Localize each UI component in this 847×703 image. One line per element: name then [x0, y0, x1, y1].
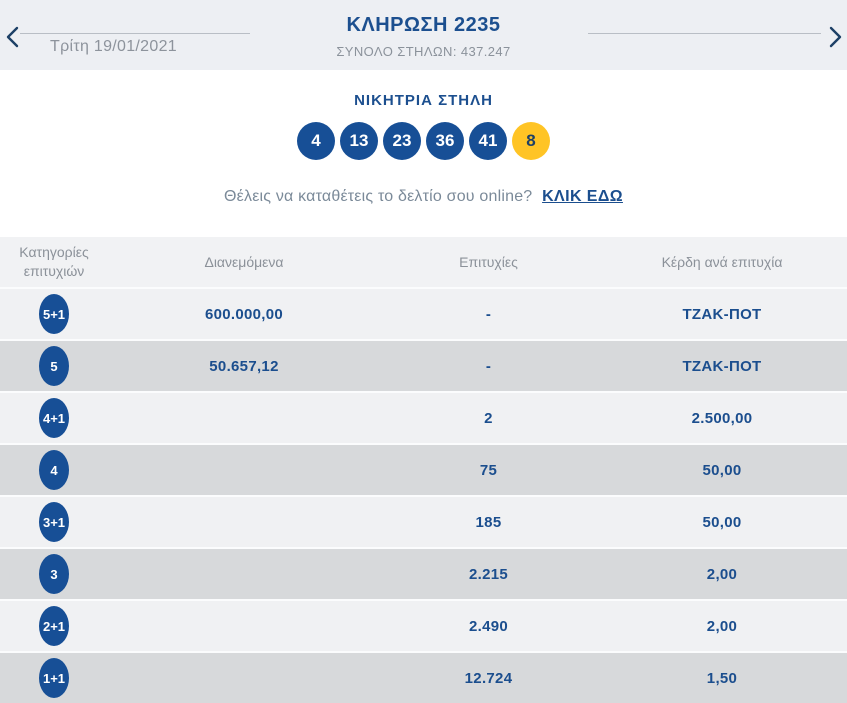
columns-total: ΣΥΝΟΛΟ ΣΤΗΛΩΝ: 437.247: [336, 44, 511, 59]
winners-cell: -: [485, 357, 492, 375]
winners-cell: 2.215: [468, 565, 509, 583]
prize-cell: 1,50: [706, 669, 738, 687]
prev-draw-button[interactable]: [4, 26, 20, 48]
winners-cell: -: [485, 305, 492, 323]
winners-cell: 12.724: [464, 669, 513, 687]
prize-cell: 2,00: [706, 617, 738, 635]
online-cta: Θέλεις να καταθέτεις το δελτίο σου onlin…: [0, 188, 847, 206]
col-header-categories: Κατηγορίες επιτυχιών: [19, 244, 89, 279]
divider-left: [20, 33, 250, 34]
prize-cell: 2,00: [706, 565, 738, 583]
category-cell: 2+1: [0, 606, 108, 646]
winning-number-ball: 36: [426, 122, 464, 160]
category-badge: 4: [39, 450, 69, 490]
table-header-row: Κατηγορίες επιτυχιών Διανεμόμενα Επιτυχί…: [0, 237, 847, 287]
category-badge: 2+1: [39, 606, 69, 646]
winning-number-ball: 41: [469, 122, 507, 160]
table-row: 4+1 2 2.500,00: [0, 391, 847, 443]
prize-cell: ΤΖΑΚ-ΠΟΤ: [682, 357, 762, 375]
winning-number-ball: 13: [340, 122, 378, 160]
distributed-cell: 50.657,12: [209, 357, 279, 375]
table-body: 5+1 600.000,00 - ΤΖΑΚ-ΠΟΤ 5 50.657,12 - ΤΖΑΚ-ΠΟ…: [0, 287, 847, 703]
cta-link[interactable]: ΚΛΙΚ ΕΔΩ: [542, 188, 623, 205]
draw-date: Τρίτη 19/01/2021: [50, 38, 177, 55]
prize-cell: 50,00: [702, 513, 742, 531]
chevron-right-icon: [829, 26, 841, 48]
prize-cell: 50,00: [702, 461, 742, 479]
draw-title: ΚΛΗΡΩΣΗ 2235: [346, 14, 501, 36]
distributed-cell: 600.000,00: [204, 305, 284, 323]
winning-column-heading: ΝΙΚΗΤΡΙΑ ΣΤΗΛΗ: [354, 92, 493, 109]
category-badge: 4+1: [39, 398, 69, 438]
category-cell: 3: [0, 554, 108, 594]
category-badge: 3: [39, 554, 69, 594]
category-cell: 1+1: [0, 658, 108, 698]
col-header-prize: Κέρδη ανά επιτυχία: [661, 253, 783, 270]
winners-cell: 2: [484, 409, 493, 427]
category-badge: 5+1: [39, 294, 69, 334]
prize-cell: ΤΖΑΚ-ΠΟΤ: [682, 305, 762, 323]
table-row: 1+1 12.724 1,50: [0, 651, 847, 703]
chevron-left-icon: [6, 26, 18, 48]
joker-number-ball: 8: [512, 122, 550, 160]
winners-cell: 2.490: [468, 617, 509, 635]
divider-right: [588, 33, 821, 34]
category-cell: 5+1: [0, 294, 108, 334]
draw-title-block: ΚΛΗΡΩΣΗ 2235 ΣΥΝΟΛΟ ΣΤΗΛΩΝ: 437.247: [0, 14, 847, 59]
table-row: 2+1 2.490 2,00: [0, 599, 847, 651]
winning-number-ball: 23: [383, 122, 421, 160]
table-row: 3+1 185 50,00: [0, 495, 847, 547]
table-row: 5 50.657,12 - ΤΖΑΚ-ΠΟΤ: [0, 339, 847, 391]
category-cell: 3+1: [0, 502, 108, 542]
table-row: 5+1 600.000,00 - ΤΖΑΚ-ΠΟΤ: [0, 287, 847, 339]
winners-cell: 185: [475, 513, 502, 531]
winners-cell: 75: [479, 461, 498, 479]
cta-text: Θέλεις να καταθέτεις το δελτίο σου onlin…: [224, 188, 533, 205]
winning-number-ball: 4: [297, 122, 335, 160]
prize-cell: 2.500,00: [691, 409, 753, 427]
table-row: 4 75 50,00: [0, 443, 847, 495]
category-badge: 3+1: [39, 502, 69, 542]
category-cell: 4+1: [0, 398, 108, 438]
col-header-distributed: Διανεμόμενα: [204, 253, 284, 270]
category-cell: 4: [0, 450, 108, 490]
draw-header: Τρίτη 19/01/2021 ΚΛΗΡΩΣΗ 2235 ΣΥΝΟΛΟ ΣΤΗ…: [0, 0, 847, 70]
table-row: 3 2.215 2,00: [0, 547, 847, 599]
category-badge: 1+1: [39, 658, 69, 698]
col-header-winners: Επιτυχίες: [459, 253, 518, 270]
category-cell: 5: [0, 346, 108, 386]
winning-numbers: 4 13 23 36 41 8: [0, 122, 847, 160]
category-badge: 5: [39, 346, 69, 386]
next-draw-button[interactable]: [827, 26, 843, 48]
results-table: Κατηγορίες επιτυχιών Διανεμόμενα Επιτυχί…: [0, 237, 847, 703]
